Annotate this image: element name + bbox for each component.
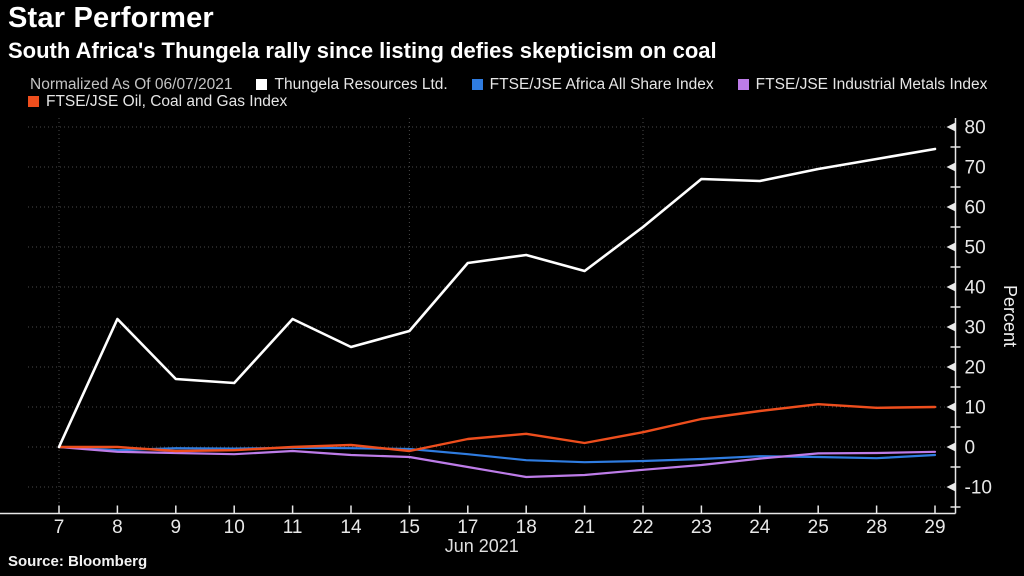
- y-tick-label: 70: [965, 158, 986, 179]
- x-tick-label: 11: [283, 517, 303, 538]
- y-tick-label: 80: [965, 118, 986, 139]
- x-tick-label: 14: [340, 517, 362, 538]
- x-tick-label: 7: [54, 517, 65, 538]
- legend-item: FTSE/JSE Oil, Coal and Gas Index: [28, 93, 287, 111]
- x-tick-label: 29: [924, 517, 945, 538]
- x-tick-label: 18: [516, 517, 537, 538]
- y-tick-arrow-icon: [946, 242, 956, 252]
- y-tick-label: 10: [965, 398, 986, 419]
- legend-note: Normalized As Of 06/07/2021: [30, 75, 233, 93]
- y-tick-arrow-icon: [946, 322, 956, 332]
- legend-swatch-icon: [256, 79, 268, 90]
- series-line-3: [57, 403, 937, 453]
- legend-item-label: FTSE/JSE Africa All Share Index: [489, 75, 714, 93]
- series-line-2: [57, 445, 937, 479]
- x-tick-label: 8: [112, 517, 123, 538]
- y-tick-label: -10: [965, 478, 992, 499]
- x-tick-label: 28: [866, 517, 887, 538]
- legend-swatch-icon: [471, 79, 483, 90]
- x-tick-label: 23: [691, 517, 712, 538]
- series-line-0: [57, 147, 937, 449]
- y-tick-arrow-icon: [946, 442, 956, 452]
- legend-item: FTSE/JSE Africa All Share Index: [471, 75, 714, 94]
- y-tick-arrow-icon: [946, 402, 956, 412]
- x-axis-title: Jun 2021: [445, 536, 519, 556]
- y-tick-label: 0: [965, 438, 976, 459]
- y-tick-label: 40: [965, 278, 986, 299]
- legend-item-label: Thungela Resources Ltd.: [274, 75, 448, 93]
- x-tick-label: 17: [457, 517, 478, 538]
- legend-row-1: Normalized As Of 06/07/2021 Thungela Res…: [0, 76, 1024, 93]
- legend-item: Thungela Resources Ltd.: [256, 75, 448, 94]
- legend-item-label: FTSE/JSE Oil, Coal and Gas Index: [46, 92, 288, 110]
- chart-subtitle: South Africa's Thungela rally since list…: [8, 38, 717, 63]
- legend: Normalized As Of 06/07/2021 Thungela Res…: [0, 76, 1024, 110]
- x-tick-label: 9: [171, 517, 182, 538]
- x-tick-label: 25: [808, 517, 829, 538]
- legend-item: FTSE/JSE Industrial Metals Index: [737, 75, 988, 94]
- x-tick-label: 24: [749, 517, 771, 538]
- y-tick-label: 20: [965, 358, 986, 379]
- legend-swatch-icon: [28, 96, 39, 107]
- y-tick-arrow-icon: [946, 362, 956, 372]
- y-tick-label: 60: [965, 198, 986, 219]
- y-tick-arrow-icon: [946, 202, 956, 212]
- y-tick-arrow-icon: [946, 482, 956, 492]
- x-tick-label: 15: [399, 517, 420, 538]
- x-tick-label: 10: [224, 517, 245, 538]
- legend-swatch-icon: [737, 79, 749, 90]
- y-tick-label: 50: [965, 238, 986, 259]
- y-tick-arrow-icon: [946, 282, 956, 292]
- x-tick-label: 22: [632, 517, 653, 538]
- y-tick-arrow-icon: [946, 122, 956, 132]
- y-tick-arrow-icon: [946, 162, 956, 172]
- chart-title: Star Performer: [8, 2, 214, 34]
- legend-row-2: FTSE/JSE Oil, Coal and Gas Index: [0, 93, 1024, 110]
- y-tick-label: 30: [965, 318, 986, 339]
- source-label: Source: Bloomberg: [8, 553, 148, 570]
- x-tick-label: 21: [574, 517, 595, 538]
- legend-item-label: FTSE/JSE Industrial Metals Index: [755, 75, 988, 93]
- y-axis-title: Percent: [1000, 285, 1020, 347]
